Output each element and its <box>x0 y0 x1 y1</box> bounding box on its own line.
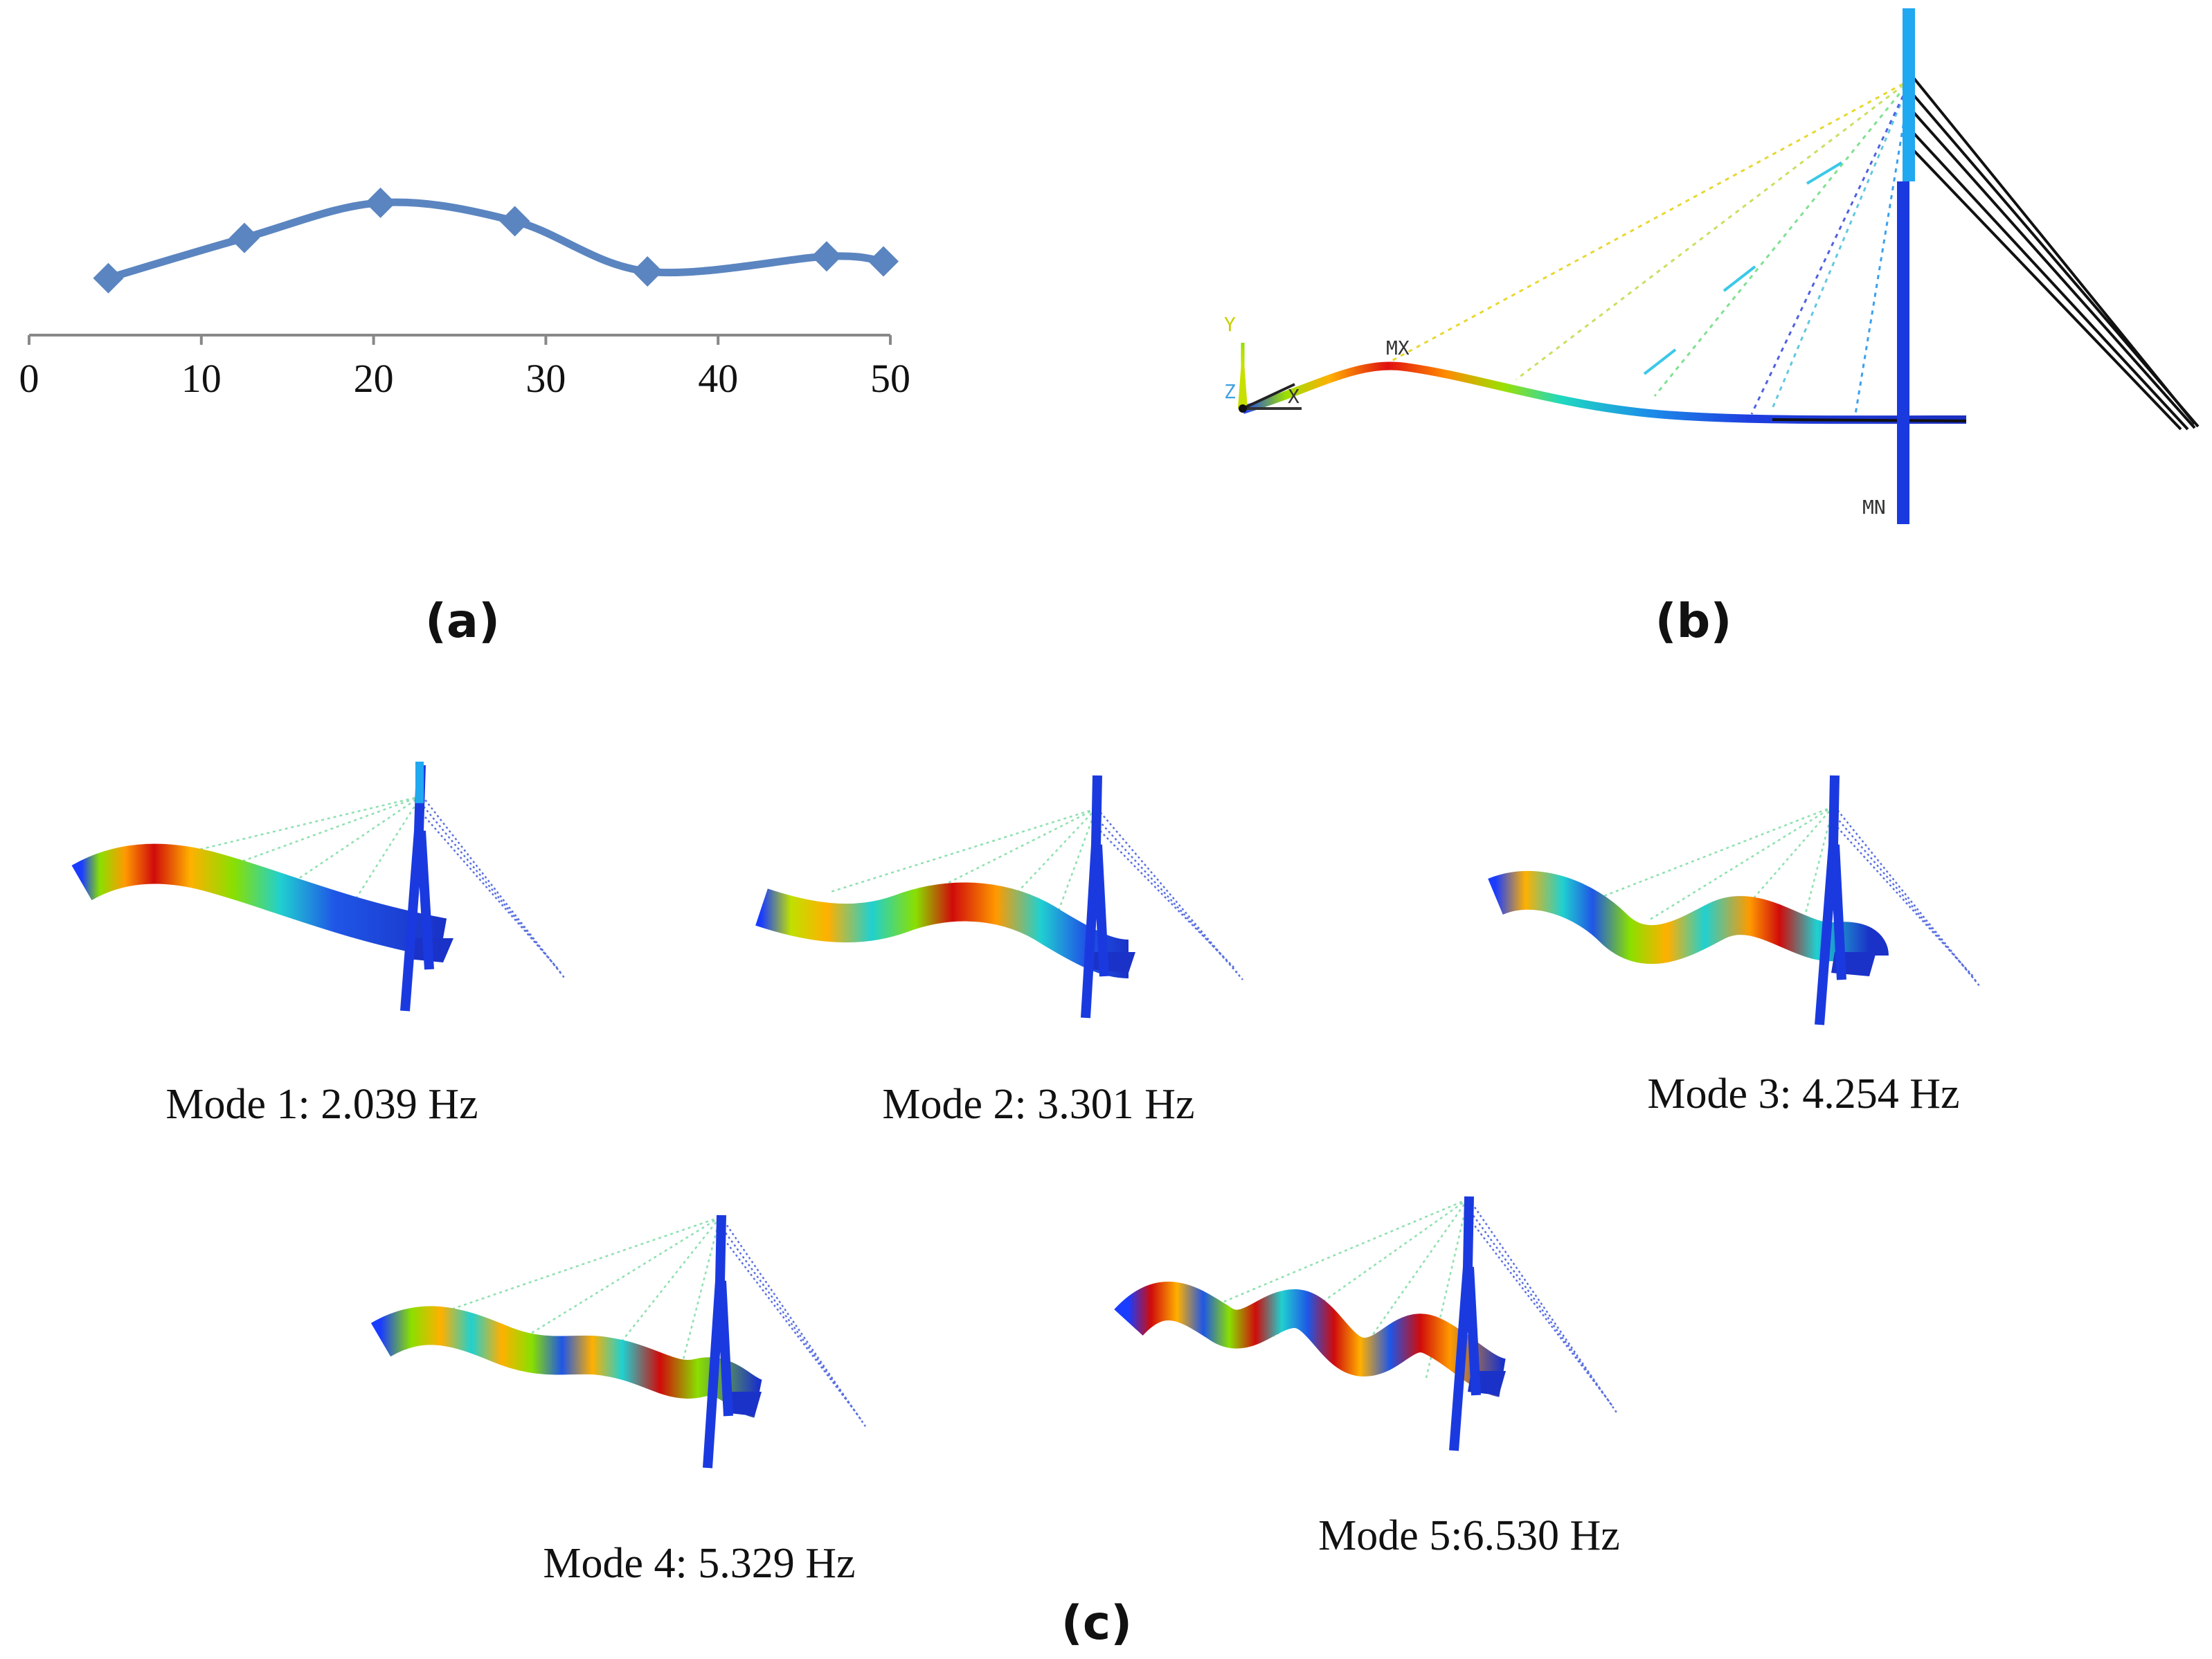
data-point-marker <box>229 222 260 253</box>
mode-5-shape <box>1114 1196 1618 1451</box>
x-tick-label: 10 <box>181 356 222 401</box>
x-axis-ticks: 0 10 20 30 40 50 <box>19 335 910 401</box>
mode-5-caption: Mode 5:6.530 Hz <box>1318 1512 1620 1559</box>
panel-label-a: (a) <box>424 594 501 649</box>
x-tick-label: 20 <box>354 356 394 401</box>
panel-label-c: (c) <box>1061 1596 1133 1651</box>
mode-4-shape <box>370 1214 867 1469</box>
data-point-marker <box>868 246 899 277</box>
x-tick-label: 30 <box>525 356 566 401</box>
mode-1-caption: Mode 1: 2.039 Hz <box>165 1081 478 1128</box>
mode-4-caption: Mode 4: 5.329 Hz <box>543 1540 856 1587</box>
mode-2-caption: Mode 2: 3.301 Hz <box>882 1081 1195 1128</box>
deck-deformed <box>1241 361 1967 424</box>
mode-3-caption: Mode 3: 4.254 Hz <box>1647 1070 1960 1118</box>
mode-3-shape <box>1488 775 1981 1025</box>
pylon-bottom <box>1897 181 1909 524</box>
axis-z-label: Z <box>1224 380 1236 403</box>
mode-2-shape <box>755 775 1243 1019</box>
mode-1-shape <box>71 762 565 1012</box>
coordinate-triad: Y Z X <box>1224 313 1302 413</box>
x-tick-label: 0 <box>19 356 39 401</box>
back-stay-cables <box>1911 75 2200 431</box>
axis-x-label: X <box>1288 385 1300 408</box>
x-tick-label: 50 <box>870 356 910 401</box>
panel-b-fe-model: Y Z X MX MN <box>1224 8 2200 524</box>
x-tick-label: 40 <box>698 356 738 401</box>
data-point-marker <box>93 262 124 294</box>
stay-cables-front <box>1377 78 1912 415</box>
axis-y-label: Y <box>1224 313 1236 336</box>
data-point-marker <box>632 256 663 287</box>
min-label: MN <box>1862 496 1886 519</box>
series-line <box>104 198 888 283</box>
deck-undeformed <box>1772 418 1967 422</box>
data-point-marker <box>811 241 842 272</box>
panel-label-b: (b) <box>1655 594 1732 649</box>
panel-a-line-chart: 0 10 20 30 40 50 <box>19 187 910 401</box>
data-point-marker <box>365 187 396 218</box>
series-markers <box>93 187 899 294</box>
data-point-marker <box>499 206 530 237</box>
max-label: MX <box>1386 337 1410 359</box>
pylon-top <box>1903 8 1915 181</box>
cable-segments <box>1643 161 1843 375</box>
